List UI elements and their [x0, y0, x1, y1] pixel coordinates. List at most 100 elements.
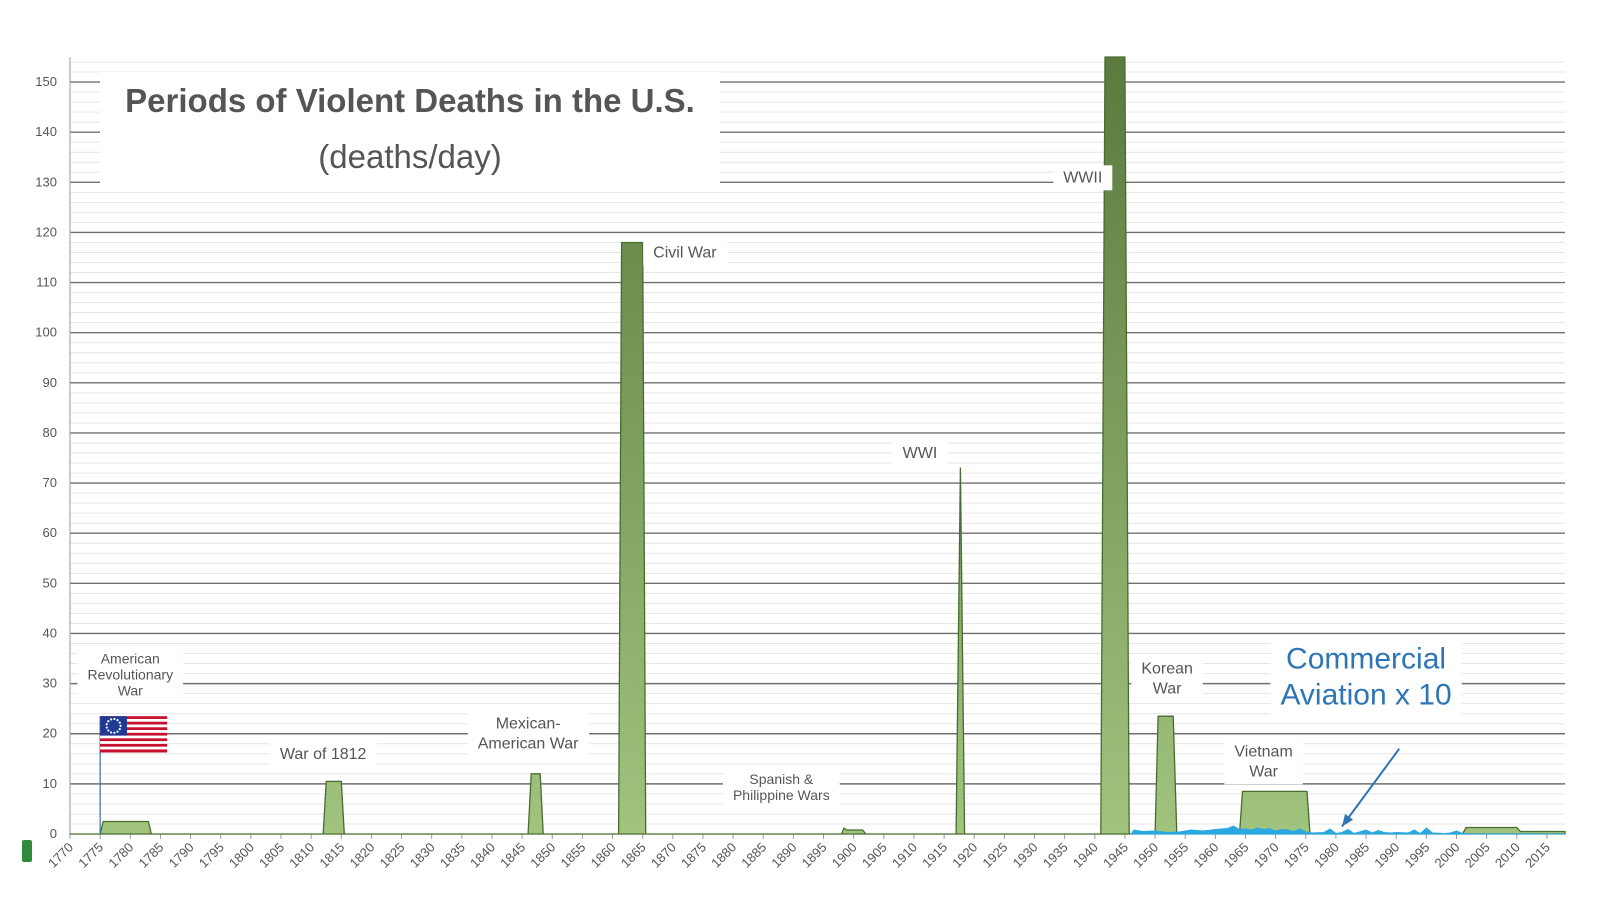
annotation-label: Mexican-	[496, 716, 561, 733]
flag-stripe	[100, 724, 168, 728]
annotation-label: Revolutionary	[87, 667, 173, 683]
x-tick-label: 1885	[738, 840, 769, 871]
x-tick-label: 1850	[527, 840, 558, 871]
flag-star	[113, 731, 116, 734]
x-tick-label: 1900	[829, 840, 860, 871]
x-tick-label: 1905	[859, 840, 890, 871]
flag-stripe	[100, 721, 168, 725]
y-tick-label: 50	[43, 575, 57, 590]
annotation: Civil War	[643, 240, 728, 266]
flag-stripe	[100, 716, 168, 720]
x-tick-label: 1870	[648, 840, 679, 871]
y-tick-label: 0	[50, 826, 57, 841]
y-tick-label: 150	[35, 74, 57, 89]
x-tick-label: 1805	[256, 840, 287, 871]
x-tick-label: 1915	[919, 840, 950, 871]
x-tick-label: 1990	[1371, 840, 1402, 871]
x-tick-label: 1800	[226, 840, 257, 871]
x-tick-label: 1825	[377, 840, 408, 871]
y-tick-label: 90	[43, 375, 57, 390]
flag-star	[105, 726, 108, 729]
flag-stripe	[100, 749, 168, 753]
annotation: Spanish &Philippine Wars	[722, 766, 840, 807]
annotation-background	[892, 441, 948, 467]
annotation: War of 1812	[269, 741, 377, 767]
x-tick-label: 1910	[889, 840, 920, 871]
x-tick-label: 1895	[799, 840, 830, 871]
flag-canton	[100, 716, 127, 736]
annotation-label: WWI	[903, 445, 938, 462]
flag-star	[113, 717, 116, 721]
x-tick-label: 1860	[588, 840, 619, 871]
annotation: Korean War	[1131, 656, 1203, 702]
y-axis: 0 10 20 30 40 50 60 70 80 90 100 110 120 130 140 150	[35, 57, 71, 841]
violent-deaths-area	[69, 56, 1566, 835]
flag-star	[107, 729, 110, 732]
y-tick-label: 120	[35, 224, 57, 239]
flag-stripe	[100, 718, 168, 723]
x-tick-label: 1945	[1100, 840, 1131, 871]
x-tick-label: 1790	[166, 840, 197, 871]
x-tick-label: 1875	[678, 840, 709, 871]
annotation-label: Civil War	[653, 245, 717, 262]
annotation-background	[77, 646, 184, 703]
annotation: Vietnam War	[1224, 739, 1303, 785]
flag-star	[119, 724, 122, 727]
x-tick-label: 1835	[437, 840, 468, 871]
x-tick-label: 1935	[1040, 840, 1071, 871]
chart-title: Periods of Violent Deaths in the U.S.	[125, 82, 695, 119]
y-tick-label: 110	[36, 275, 57, 290]
x-axis: 1770 1775 1780 1785 1790 1795 1800 1805 1810 1815…	[45, 833, 1565, 871]
flag-star	[109, 718, 113, 721]
annotation-background	[1270, 638, 1462, 716]
series-layer	[69, 56, 1566, 835]
flag-stripe	[100, 746, 168, 750]
x-tick-label: 1975	[1281, 840, 1312, 871]
x-tick-label: 1865	[618, 840, 649, 871]
annotation-label: Aviation x 10	[1280, 679, 1451, 712]
x-tick-label: 1815	[316, 840, 347, 871]
chart-subtitle: (deaths/day)	[318, 138, 502, 175]
x-tick-label: 1995	[1401, 840, 1432, 871]
title-box: Periods of Violent Deaths in the U.S. (d…	[100, 72, 720, 190]
x-tick-label: 1960	[1190, 840, 1221, 871]
x-tick-label: 2015	[1522, 840, 1553, 871]
flag-star	[118, 721, 121, 724]
flag-star	[118, 728, 121, 731]
flag-stripe	[100, 730, 168, 734]
annotation-label: WWII	[1063, 169, 1102, 186]
annotation-label: Philippine Wars	[733, 787, 830, 803]
flag-stripe	[100, 738, 168, 742]
annotation-background	[643, 240, 728, 266]
annotation-background	[269, 741, 377, 767]
x-tick-label: 2000	[1432, 840, 1463, 871]
x-tick-label: 1770	[45, 840, 76, 871]
y-tick-label: 20	[43, 726, 57, 741]
flag-star	[116, 719, 119, 722]
aviation-arrow-icon	[1341, 748, 1401, 828]
y-tick-label: 70	[43, 475, 57, 490]
annotation: WWII	[1053, 165, 1113, 191]
us-flag-icon	[99, 716, 168, 834]
flag-stripe	[100, 743, 168, 747]
flag-star	[105, 723, 108, 726]
logo-icon	[22, 840, 32, 862]
y-tick-label: 100	[35, 325, 57, 340]
x-tick-label: 1890	[768, 840, 799, 871]
x-tick-label: 1810	[286, 840, 317, 871]
x-tick-label: 1795	[196, 840, 227, 871]
annotation: Mexican- American War	[467, 711, 590, 757]
x-tick-label: 1940	[1070, 840, 1101, 871]
annotation-background	[1131, 656, 1203, 702]
y-tick-label: 60	[43, 525, 57, 540]
y-tick-label: 130	[35, 174, 57, 189]
flag-star	[109, 731, 113, 734]
x-tick-label: 2005	[1462, 840, 1493, 871]
annotation-label: War of 1812	[280, 746, 367, 763]
flag-stripe	[100, 741, 168, 745]
x-tick-label: 1950	[1130, 840, 1161, 871]
x-tick-label: 1855	[557, 840, 588, 871]
x-tick-label: 1830	[407, 840, 438, 871]
y-tick-label: 40	[43, 625, 57, 640]
